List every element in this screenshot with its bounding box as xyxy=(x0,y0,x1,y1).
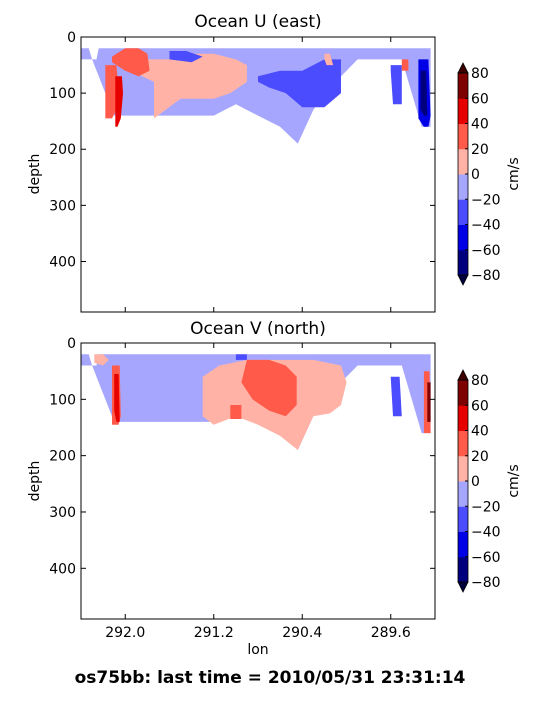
y-tick-label: 100 xyxy=(49,86,76,102)
colorbar-tick-label: −60 xyxy=(471,243,501,259)
x-tick-label: 292.0 xyxy=(105,625,145,641)
colorbar-tick-label: 40 xyxy=(471,424,489,440)
contour-region xyxy=(115,76,123,127)
colorbar-tick-label: 40 xyxy=(471,117,489,133)
colorbar-segment xyxy=(458,531,468,558)
colorbar-tick-label: 0 xyxy=(471,474,480,490)
contour-region xyxy=(169,51,203,63)
y-tick-label: 400 xyxy=(49,254,76,270)
y-tick-label: 100 xyxy=(49,392,76,408)
contour-region xyxy=(258,59,341,108)
colorbar-tick-label: 80 xyxy=(471,66,489,82)
plot-frame xyxy=(80,36,436,313)
y-tick-label: 200 xyxy=(49,449,76,465)
colorbar-tick-label: −60 xyxy=(471,550,501,566)
colorbar-tick-label: −40 xyxy=(471,218,501,234)
contour-region xyxy=(230,405,242,419)
colorbar-segment xyxy=(458,174,468,200)
x-tick-label: 289.6 xyxy=(371,625,411,641)
contour-region xyxy=(202,70,214,80)
colorbar-extend-min xyxy=(457,581,469,593)
colorbar-tick-label: 80 xyxy=(471,373,489,389)
colorbar: 80 60 40 20 0 −20 −40 −60 −80 xyxy=(457,62,501,286)
colorbar: 80 60 40 20 0 −20 −40 −60 −80 xyxy=(457,369,501,593)
colorbar-tick-label: 0 xyxy=(471,167,480,183)
contour-region xyxy=(390,65,402,105)
x-axis xyxy=(124,37,392,312)
plot-frame xyxy=(80,342,436,620)
contour-region xyxy=(114,374,120,422)
contour-region xyxy=(94,354,109,366)
colorbar-tick-label: −20 xyxy=(471,192,501,208)
contour-region xyxy=(125,53,247,119)
contour-region xyxy=(420,70,428,116)
colorbar-tick-label: 60 xyxy=(471,91,489,107)
colorbar-tick-label: −20 xyxy=(471,499,501,515)
colorbar-segment xyxy=(458,148,468,175)
contour-region xyxy=(401,59,409,71)
y-tick-label: 0 xyxy=(67,336,76,352)
colorbar-segment xyxy=(458,123,468,150)
y-tick-label: 300 xyxy=(49,198,76,214)
contour-region xyxy=(324,53,334,66)
colorbar-segment xyxy=(458,430,468,457)
colorbar-extend-max xyxy=(457,62,469,74)
colorbar-segment xyxy=(458,73,468,99)
contour-region xyxy=(235,354,247,360)
contour-region xyxy=(390,376,402,417)
colorbar-segment xyxy=(458,224,468,251)
x-tick-label: 291.2 xyxy=(194,625,234,641)
chart-title: Ocean V (north) xyxy=(190,319,326,339)
colorbar-tick-label: 60 xyxy=(471,398,489,414)
contour-region xyxy=(427,382,431,422)
plot-area xyxy=(81,354,431,450)
x-tick-label: 290.4 xyxy=(282,625,322,641)
contour-region xyxy=(241,359,297,417)
plot-area xyxy=(81,48,431,144)
colorbar-extend-min xyxy=(457,274,469,286)
colorbar-segment xyxy=(458,455,468,482)
colorbar-tick-label: −40 xyxy=(471,525,501,541)
colorbar-segment xyxy=(458,506,468,532)
y-axis-label: depth xyxy=(27,154,43,195)
colorbar-label: cm/s xyxy=(506,464,522,497)
x-axis-label: lon xyxy=(247,642,268,658)
colorbar-segment xyxy=(458,405,468,431)
colorbar-segment xyxy=(458,199,468,225)
colorbar-segment xyxy=(458,556,468,583)
colorbar-tick-label: 20 xyxy=(471,449,489,465)
contour-region xyxy=(112,48,150,77)
y-tick-label: 200 xyxy=(49,142,76,158)
colorbar-segment xyxy=(458,481,468,507)
colorbar-segment xyxy=(458,98,468,124)
colorbar-label: cm/s xyxy=(506,157,522,190)
colorbar-tick-label: −80 xyxy=(471,268,501,284)
chart-title: Ocean U (east) xyxy=(194,12,321,32)
y-axis-label: depth xyxy=(27,461,43,502)
colorbar-segment xyxy=(458,249,468,276)
footer-last-time: os75bb: last time = 2010/05/31 23:31:14 xyxy=(75,668,466,688)
colorbar-extend-max xyxy=(457,369,469,381)
y-tick-label: 300 xyxy=(49,505,76,521)
y-axis: 0 100 200 300 400 xyxy=(49,30,435,270)
colorbar-tick-label: 20 xyxy=(471,142,489,158)
colorbar-tick-label: −80 xyxy=(471,575,501,591)
colorbar-segment xyxy=(458,380,468,406)
y-tick-label: 400 xyxy=(49,561,76,577)
y-tick-label: 0 xyxy=(67,30,76,46)
y-axis: 0 100 200 300 400 xyxy=(49,336,435,577)
x-axis: 292.0 291.2 290.4 289.6 xyxy=(105,343,411,641)
contour-region xyxy=(105,65,119,119)
